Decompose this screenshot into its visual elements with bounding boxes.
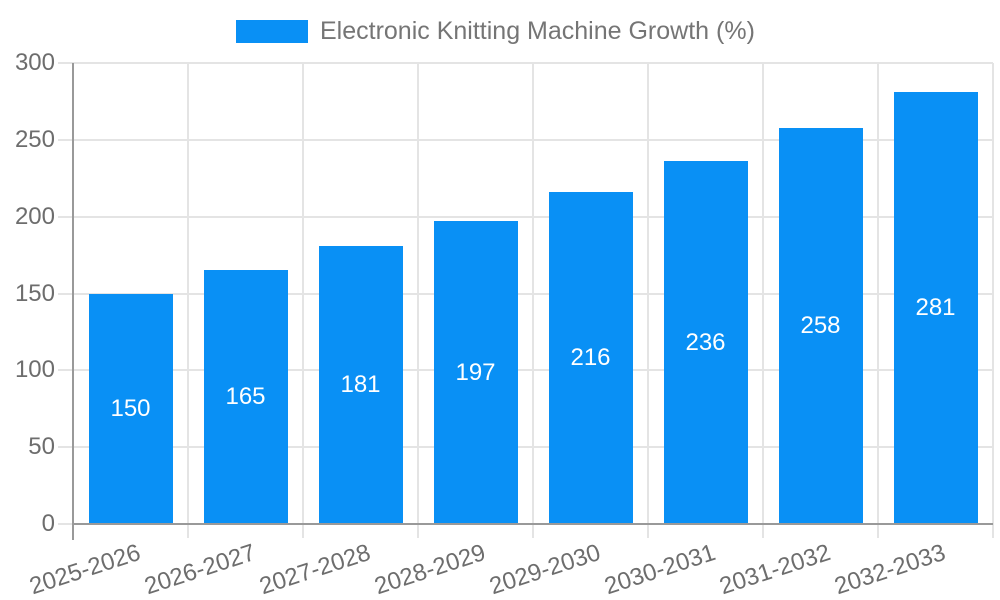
x-tick-label: 2032-2033 <box>831 539 949 600</box>
bar[interactable] <box>318 245 403 524</box>
y-tick-label: 50 <box>28 433 55 461</box>
gridline-horizontal <box>58 369 993 372</box>
x-tick-label: 2026-2027 <box>141 539 259 600</box>
gridline-horizontal <box>58 215 993 218</box>
bar[interactable] <box>893 92 978 524</box>
bar-value-label: 165 <box>225 383 266 411</box>
x-tick-label: 2025-2026 <box>26 539 144 600</box>
x-tick-label: 2030-2031 <box>601 539 719 600</box>
gridline-vertical <box>417 63 419 538</box>
legend[interactable]: Electronic Knitting Machine Growth (%) <box>236 17 755 46</box>
gridline-vertical <box>647 63 649 538</box>
bar[interactable] <box>548 192 633 524</box>
x-tick-label: 2031-2032 <box>716 539 834 600</box>
plot-area: 0 50 100 150 200 250 300 150 165 181 197 216 236 258 2… <box>15 49 994 600</box>
y-tick-label: 300 <box>14 49 55 76</box>
gridline-horizontal <box>58 138 993 141</box>
x-axis-line <box>73 523 993 525</box>
bar[interactable] <box>663 161 748 524</box>
y-tick-label: 0 <box>41 510 55 537</box>
legend-swatch[interactable] <box>236 20 308 43</box>
gridline-vertical <box>302 63 304 538</box>
x-tick-label: 2028-2029 <box>371 539 489 600</box>
bar-value-label: 181 <box>340 370 381 398</box>
gridline-vertical <box>877 63 879 538</box>
gridline-vertical <box>187 63 189 538</box>
bar-value-label: 150 <box>110 394 151 422</box>
x-tick-label: 2027-2028 <box>256 539 374 600</box>
gridline-horizontal <box>58 292 993 295</box>
gridline-vertical <box>992 63 994 538</box>
bar[interactable] <box>778 127 863 524</box>
x-tick-label: 2029-2030 <box>486 539 604 600</box>
gridline-horizontal <box>58 62 993 64</box>
gridline-vertical <box>532 63 534 538</box>
y-axis-line <box>72 63 74 540</box>
y-tick-label: 150 <box>14 279 55 307</box>
bar[interactable] <box>203 270 288 524</box>
bar-value-label: 281 <box>915 294 956 322</box>
bar-value-label: 197 <box>455 358 496 386</box>
bar-value-label: 258 <box>800 311 841 339</box>
bar[interactable] <box>88 293 173 524</box>
bar[interactable] <box>433 221 518 524</box>
y-tick-label: 250 <box>14 125 55 153</box>
bar-value-label: 216 <box>570 344 611 372</box>
y-tick-label: 200 <box>14 202 55 230</box>
legend-label[interactable]: Electronic Knitting Machine Growth (%) <box>320 17 755 45</box>
y-tick-label: 100 <box>14 356 55 384</box>
bar-value-label: 236 <box>685 328 726 356</box>
gridline-vertical <box>762 63 764 538</box>
gridline-horizontal <box>58 446 993 449</box>
